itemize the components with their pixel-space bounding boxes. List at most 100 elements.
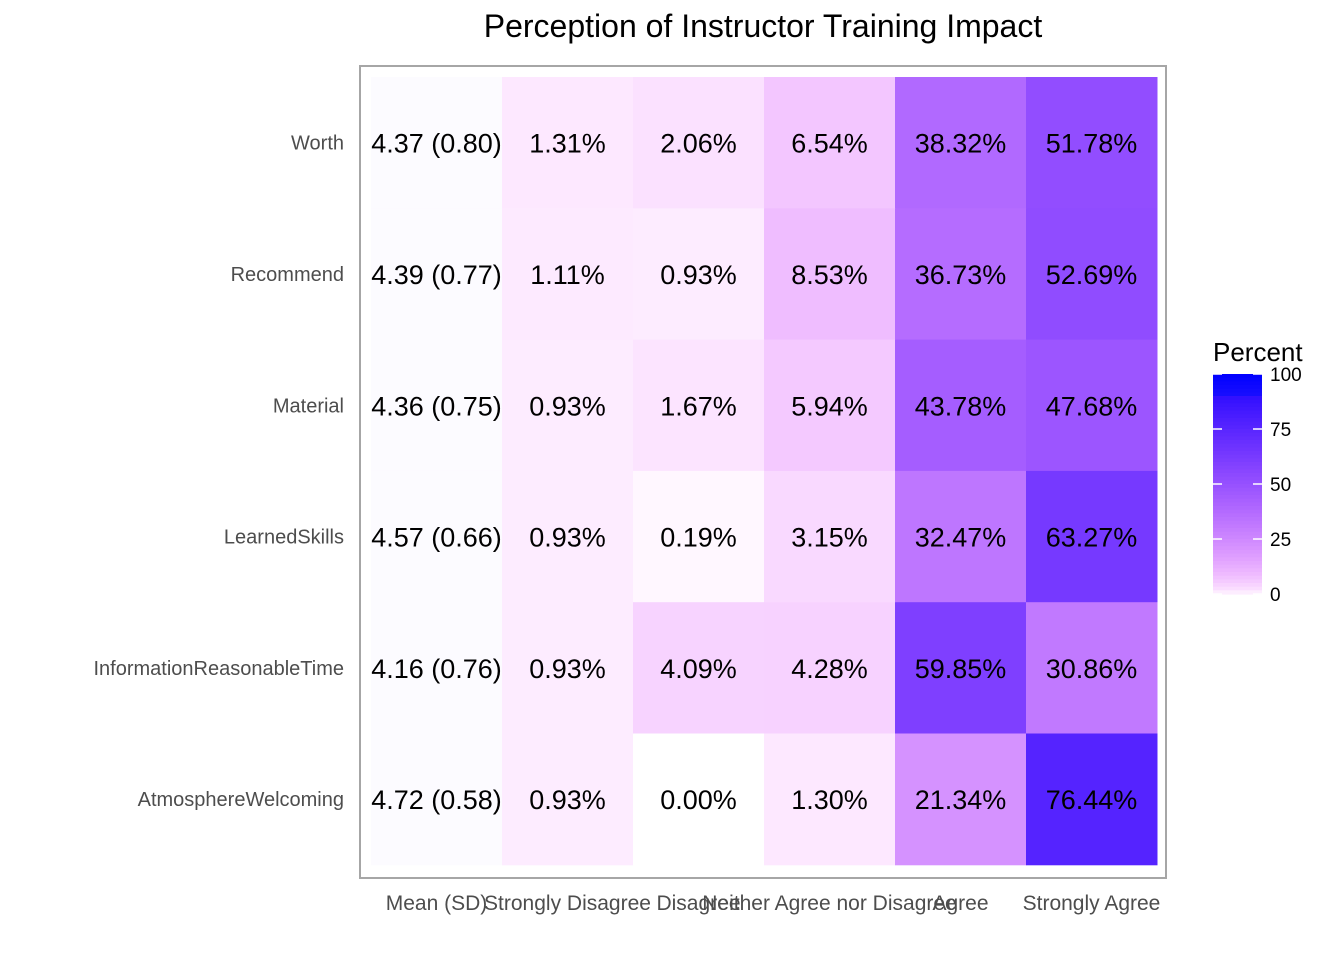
cell-label: 8.53% (791, 260, 868, 290)
legend-color-step (1213, 568, 1262, 573)
heatmap-cell-mean (371, 77, 502, 209)
cell-label: 0.93% (529, 391, 606, 421)
legend-color-step (1213, 447, 1262, 452)
legend-color-step (1213, 524, 1262, 529)
heatmap-cell (764, 208, 896, 341)
row-labels: Worth Recommend Material LearnedSkills Infor… (94, 133, 345, 812)
legend-color-step (1213, 410, 1262, 415)
cell-label-mean: 4.37 (0.80) (371, 129, 502, 159)
cell-label: 1.67% (660, 391, 737, 421)
legend-color-step (1213, 432, 1262, 437)
heatmap-cell (895, 77, 1027, 209)
heatmap-cell (502, 208, 634, 341)
legend-tick-label: 25 (1270, 530, 1291, 551)
column-label: Strongly Agree (1023, 892, 1161, 915)
heatmap-cell (895, 339, 1027, 472)
legend-color-step (1213, 421, 1262, 426)
legend-color-step (1213, 414, 1262, 419)
heatmap-cell (1026, 77, 1158, 209)
heatmap-cells (371, 77, 1158, 866)
legend-color-step (1213, 583, 1262, 588)
legend-color-step (1213, 531, 1262, 536)
legend-color-step (1213, 579, 1262, 584)
legend-color-step (1213, 586, 1262, 591)
column-label: Neither Agree nor Disagree (702, 892, 956, 915)
heatmap-cell (1026, 733, 1158, 866)
heatmap-cell-labels: 4.37 (0.80) 1.31% 2.06% 6.54% 38.32% 51.78% 4.… (371, 129, 1137, 816)
cell-label: 63.27% (1046, 523, 1138, 553)
legend-color-step (1213, 476, 1262, 481)
legend-color-step (1213, 575, 1262, 580)
heatmap-cell (1026, 208, 1158, 341)
cell-label: 0.93% (660, 260, 737, 290)
cell-label: 1.11% (530, 260, 605, 290)
legend-color-step (1213, 590, 1262, 595)
legend-color-step (1213, 473, 1262, 478)
heatmap-cell (502, 339, 634, 472)
cell-label: 21.34% (915, 785, 1007, 815)
heatmap-cell (764, 470, 896, 603)
cell-label: 47.68% (1046, 391, 1138, 421)
heatmap-cell (502, 733, 634, 866)
heatmap-cell (502, 602, 634, 734)
heatmap-cell (895, 733, 1027, 866)
column-label: Mean (SD) (386, 892, 488, 915)
legend-color-step (1213, 528, 1262, 533)
cell-label: 30.86% (1046, 654, 1138, 684)
legend-color-step (1213, 480, 1262, 485)
row-label: Material (273, 395, 344, 417)
legend-tick-label: 75 (1270, 420, 1291, 441)
column-label: Disagree (656, 892, 740, 915)
legend-color-step (1213, 561, 1262, 566)
heatmap-cell-mean (371, 208, 502, 341)
chart-title: Perception of Instructor Training Impact (483, 8, 1043, 44)
heatmap-cell (895, 208, 1027, 341)
legend-color-step (1213, 377, 1262, 382)
legend-color-step (1213, 454, 1262, 459)
legend-color-step (1213, 458, 1262, 463)
legend-color-step (1213, 550, 1262, 555)
heatmap-cell (633, 602, 765, 734)
row-label: Worth (291, 133, 344, 155)
heatmap-cell (1026, 470, 1158, 603)
heatmap-cell (764, 339, 896, 472)
legend-tick-label: 100 (1270, 365, 1302, 386)
legend-color-step (1213, 465, 1262, 470)
legend-color-step (1213, 542, 1262, 547)
legend-color-step (1213, 429, 1262, 434)
cell-label: 0.00% (660, 785, 737, 815)
cell-label: 0.93% (529, 785, 606, 815)
legend-color-step (1213, 436, 1262, 441)
cell-label: 1.31% (529, 129, 606, 159)
cell-label: 52.69% (1046, 260, 1138, 290)
heatmap-cell-mean (371, 733, 502, 866)
cell-label: 0.93% (529, 523, 606, 553)
legend-color-step (1213, 392, 1262, 397)
legend-color-step (1213, 374, 1262, 379)
heatmap-cell-mean (371, 339, 502, 472)
cell-label: 5.94% (791, 391, 868, 421)
cell-label-mean: 4.57 (0.66) (371, 523, 502, 553)
legend-color-step (1213, 418, 1262, 423)
legend-color-step (1213, 469, 1262, 474)
legend-color-step (1213, 381, 1262, 386)
legend-tick-label: 50 (1270, 475, 1291, 496)
cell-label: 4.09% (660, 654, 737, 684)
heatmap-cell (764, 77, 896, 209)
cell-label: 51.78% (1046, 129, 1138, 159)
cell-label: 59.85% (915, 654, 1007, 684)
cell-label: 43.78% (915, 391, 1007, 421)
cell-label: 76.44% (1046, 785, 1138, 815)
legend-color-step (1213, 535, 1262, 540)
legend-color-step (1213, 440, 1262, 445)
heatmap-cell (633, 208, 765, 341)
legend-color-step (1213, 513, 1262, 518)
cell-label: 6.54% (791, 129, 868, 159)
column-labels: Mean (SD)Strongly Disagree DisagreeNeithe… (386, 892, 1161, 915)
legend-color-step (1213, 399, 1262, 404)
heatmap-cell (502, 470, 634, 603)
row-label: LearnedSkills (224, 527, 344, 549)
legend-color-step (1213, 539, 1262, 544)
heatmap-cell (764, 602, 896, 734)
row-label: AtmosphereWelcoming (138, 789, 344, 811)
